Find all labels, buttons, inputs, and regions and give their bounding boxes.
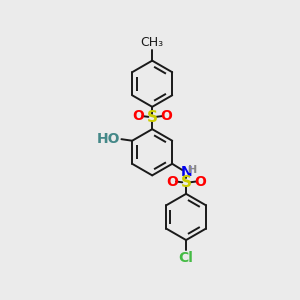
Text: O: O — [132, 109, 144, 123]
Text: N: N — [180, 165, 192, 179]
Text: H: H — [188, 165, 198, 175]
Text: CH₃: CH₃ — [141, 36, 164, 49]
Text: Cl: Cl — [178, 251, 194, 265]
Text: O: O — [160, 109, 172, 123]
Text: HO: HO — [96, 132, 120, 146]
Text: O: O — [194, 175, 206, 188]
Text: S: S — [147, 110, 158, 125]
Text: O: O — [166, 175, 178, 188]
Text: S: S — [181, 175, 192, 190]
